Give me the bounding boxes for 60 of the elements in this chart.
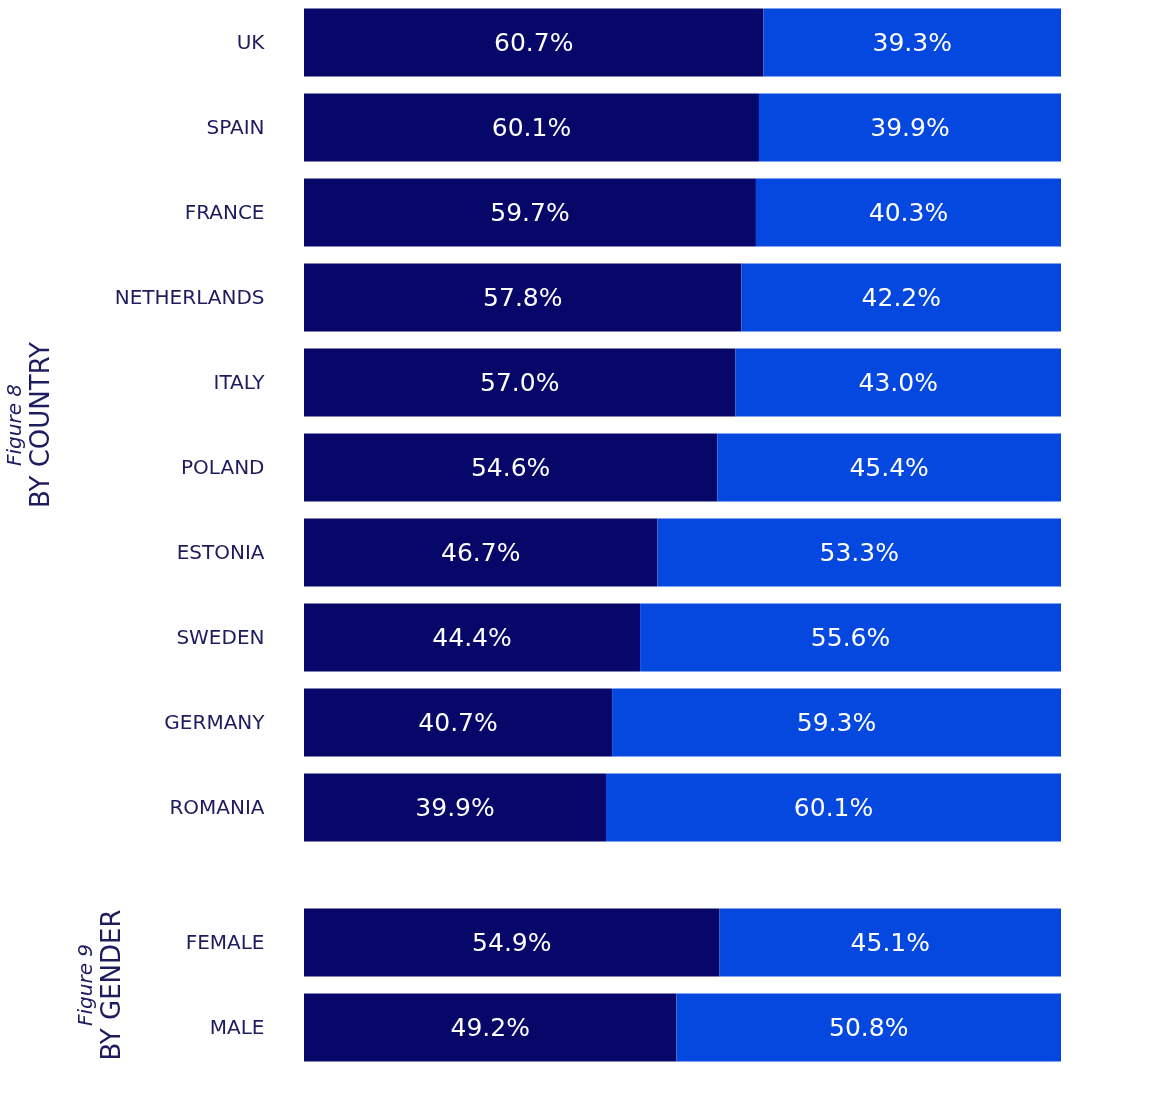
text: Figure 8 [2,383,27,467]
bar [763,8,1061,77]
data-label: 57.0% [480,367,560,397]
y-tick-label: FRANCE [184,199,265,224]
bar [606,773,1061,842]
data-label: 53.3% [819,537,899,567]
bar [741,263,1061,332]
bar [640,603,1061,672]
data-label: 59.3% [796,707,877,737]
data-label: 44.4% [432,622,512,652]
y-tick-label: ITALY [213,369,266,394]
bar [612,688,1061,757]
y-tick-label: ROMANIA [169,794,265,819]
data-label: 49.2% [450,1012,530,1042]
data-label: 50.8% [829,1012,909,1042]
data-label: 46.7% [441,537,521,567]
text: Figure 9 [73,943,98,1027]
bar [304,688,613,757]
data-label: 57.8% [483,282,563,312]
bar [304,433,718,502]
bar [717,433,1061,502]
data-label: 59.7% [490,197,570,227]
y-tick-label: NETHERLANDS [114,284,265,309]
data-label: 54.9% [472,927,552,957]
bar [304,263,742,332]
data-label: 42.2% [861,282,941,312]
bar [304,603,641,672]
bar [657,518,1061,587]
bar [304,773,607,842]
bar [304,348,736,417]
data-label: 60.7% [494,27,574,57]
y-tick-label: SWEDEN [176,624,265,649]
y-tick-label: SPAIN [206,114,265,139]
data-label: 54.6% [470,452,551,482]
y-tick-label: MALE [209,1014,265,1039]
data-label: 55.6% [810,622,891,652]
y-tick-label: POLAND [181,454,265,479]
bar [304,518,658,587]
text: BY GENDER [96,909,127,1061]
y-tick-label: ESTONIA [176,539,265,564]
data-label: 45.1% [850,927,931,957]
bar [304,8,764,77]
text: BY COUNTRY [25,341,56,508]
data-label: 39.3% [872,27,952,57]
bar [304,178,756,247]
data-label: 60.1% [491,112,572,142]
data-label: 39.9% [870,112,950,142]
bar [758,93,1061,162]
data-label: 60.1% [793,792,874,822]
data-label: 40.3% [868,197,949,227]
data-label: 43.0% [858,367,938,397]
data-label: 45.4% [849,452,929,482]
data-label: 39.9% [415,792,495,822]
data-label: 40.7% [418,707,498,737]
y-tick-label: FEMALE [185,929,265,954]
y-tick-label: UK [236,29,266,54]
bar [755,178,1061,247]
y-tick-label: GERMANY [164,709,266,734]
bar [735,348,1061,417]
bar [304,93,759,162]
